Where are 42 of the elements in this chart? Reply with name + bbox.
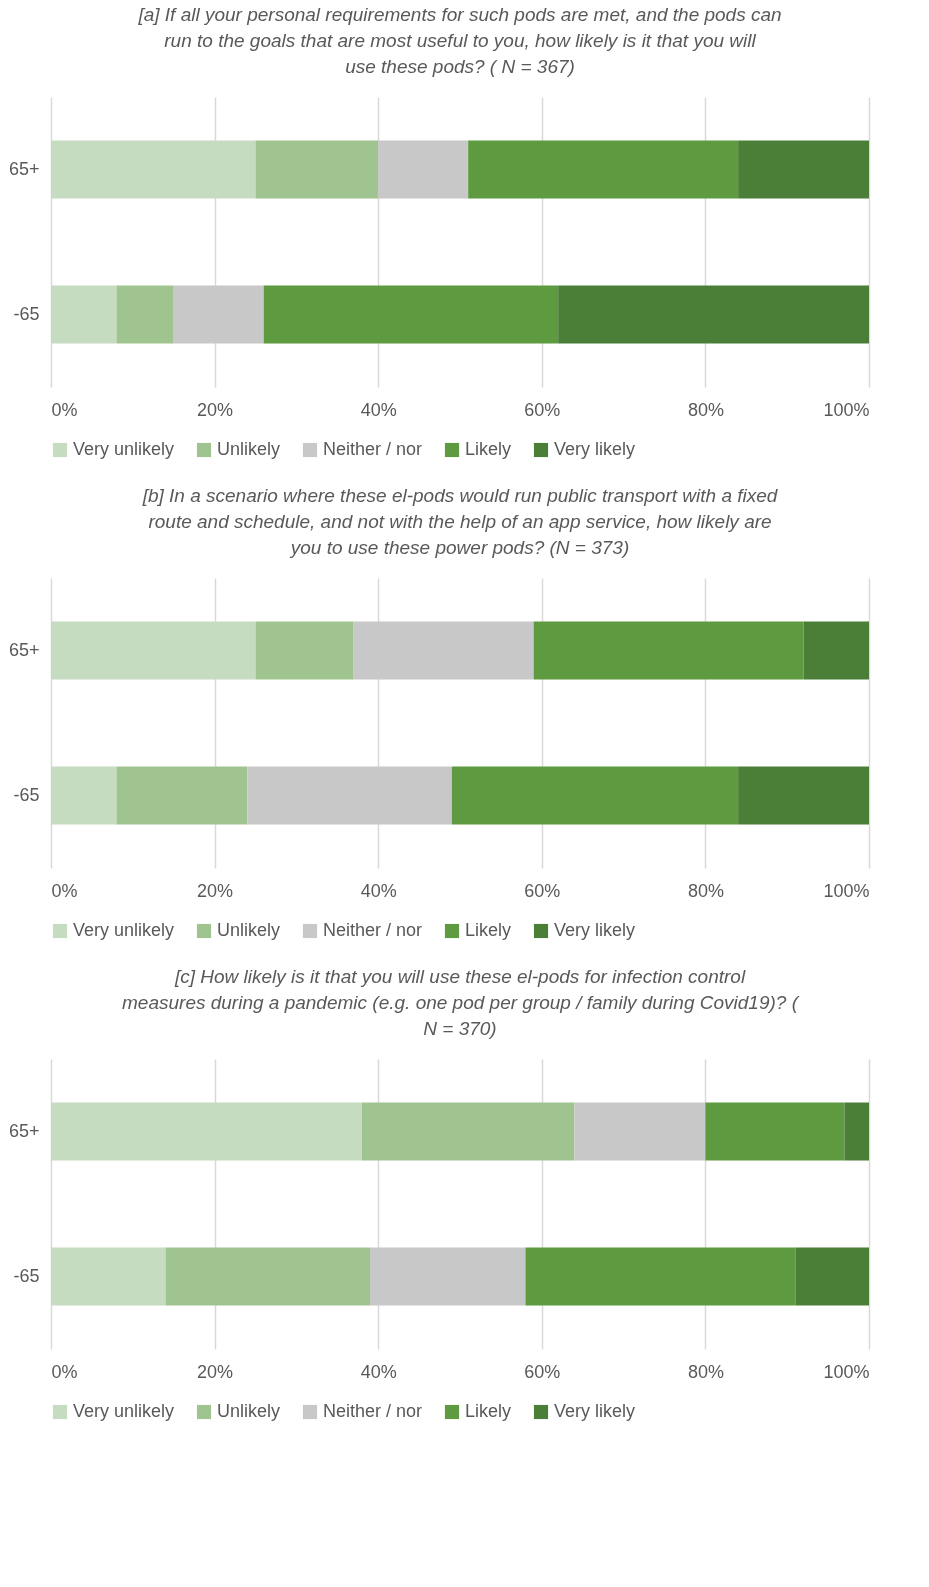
x-tick-label: 60% bbox=[524, 1361, 561, 1382]
legend-label: Very unlikely bbox=[73, 920, 175, 940]
legend-label: Very unlikely bbox=[73, 1401, 175, 1421]
legend-label: Very likely bbox=[554, 439, 636, 459]
x-tick-label: 60% bbox=[524, 880, 561, 901]
y-tick-label: 65+ bbox=[8, 158, 40, 179]
x-tick-label: 0% bbox=[51, 399, 78, 420]
chart-title: [c] How likely is it that you will use these el-pods for infection control measures during a pandemic (e.g. one pod per group / family during Covid19)? ( N = 370) bbox=[122, 966, 800, 1039]
legend-label: Unlikely bbox=[217, 1401, 281, 1421]
x-tick-label: 20% bbox=[197, 880, 234, 901]
legend-label: Neither / nor bbox=[323, 439, 423, 459]
y-tick-label: -65 bbox=[13, 303, 40, 324]
x-tick-label: 0% bbox=[51, 880, 78, 901]
x-tick-label: 60% bbox=[524, 399, 561, 420]
legend-label: Neither / nor bbox=[323, 920, 423, 940]
x-tick-label: 40% bbox=[360, 880, 397, 901]
legend-label: Unlikely bbox=[217, 439, 281, 459]
x-tick-label: 80% bbox=[687, 880, 724, 901]
x-tick-label: 100% bbox=[823, 880, 870, 901]
x-tick-label: 0% bbox=[51, 1361, 78, 1382]
legend-label: Very likely bbox=[554, 920, 636, 940]
chart-title: [b] In a scenario where these el-pods would run public transport with a fixed route and schedule, and not with the help of an app service, how likely are you to use these power pods? (N = 373) bbox=[141, 485, 779, 558]
y-tick-label: 65+ bbox=[8, 1120, 40, 1141]
x-tick-label: 40% bbox=[360, 1361, 397, 1382]
y-tick-label: -65 bbox=[13, 1265, 40, 1286]
x-tick-label: 100% bbox=[823, 1361, 870, 1382]
x-tick-label: 80% bbox=[687, 399, 724, 420]
legend-label: Likely bbox=[465, 1401, 512, 1421]
legend-label: Very likely bbox=[554, 1401, 636, 1421]
legend-label: Likely bbox=[465, 920, 512, 940]
x-tick-label: 80% bbox=[687, 1361, 724, 1382]
x-tick-label: 100% bbox=[823, 399, 870, 420]
legend-label: Unlikely bbox=[217, 920, 281, 940]
chart-title: [a] If all your personal requirements for such pods are met, and the pods can run to the goals that are most useful to you, how likely is it that you will use these pods? ( N = 367) bbox=[137, 4, 782, 77]
legend-label: Likely bbox=[465, 439, 512, 459]
x-tick-label: 20% bbox=[197, 399, 234, 420]
legend-label: Very unlikely bbox=[73, 439, 175, 459]
y-tick-label: 65+ bbox=[8, 639, 40, 660]
y-tick-label: -65 bbox=[13, 784, 40, 805]
legend-label: Neither / nor bbox=[323, 1401, 423, 1421]
x-tick-label: 20% bbox=[197, 1361, 234, 1382]
x-tick-label: 40% bbox=[360, 399, 397, 420]
